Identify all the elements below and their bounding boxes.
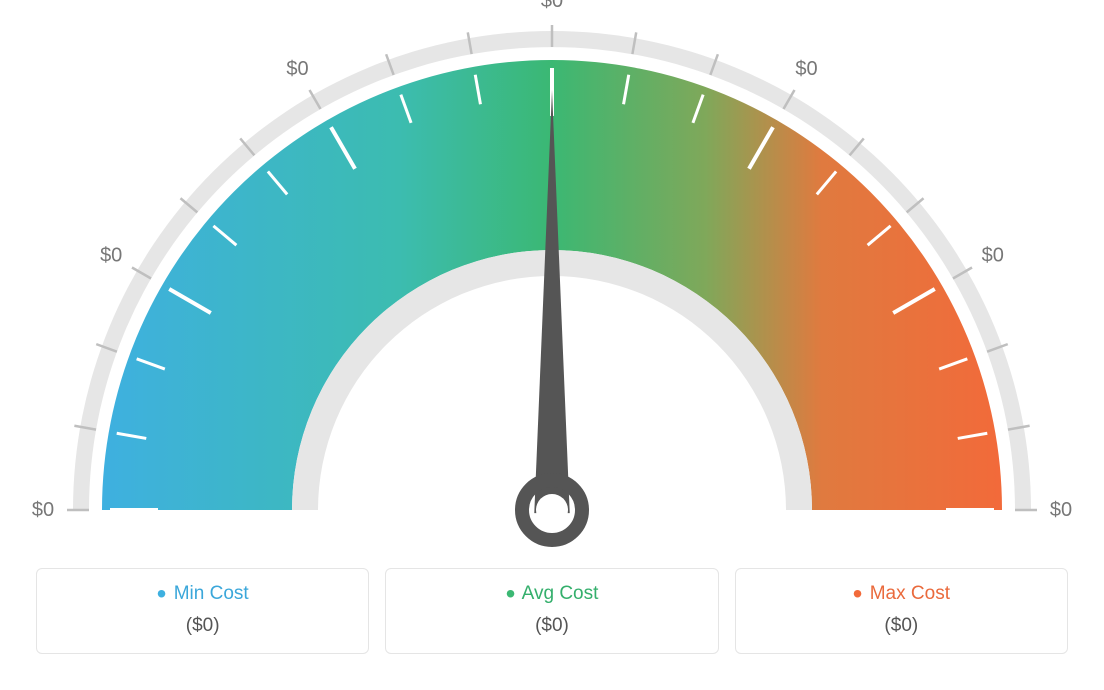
- svg-text:$0: $0: [32, 499, 54, 521]
- legend-label-avg: Avg Cost: [522, 583, 599, 604]
- legend-card-min: • Min Cost ($0): [36, 568, 369, 654]
- legend-row: • Min Cost ($0) • Avg Cost ($0) • Max Co…: [0, 568, 1104, 654]
- svg-text:$0: $0: [982, 245, 1004, 267]
- legend-title-avg: • Avg Cost: [396, 583, 707, 605]
- gauge-svg: $0 $0 $0 $0 $0 $0 $0: [0, 0, 1104, 560]
- legend-value-avg: ($0): [396, 615, 707, 637]
- legend-card-avg: • Avg Cost ($0): [385, 568, 718, 654]
- legend-dot-avg: •: [506, 578, 516, 609]
- svg-text:$0: $0: [1050, 499, 1072, 521]
- chart-container: $0 $0 $0 $0 $0 $0 $0 • Min Cost ($0) • Avg Cos…: [0, 0, 1104, 690]
- svg-text:$0: $0: [795, 58, 817, 80]
- legend-label-min: Min Cost: [174, 583, 249, 604]
- legend-dot-min: •: [157, 578, 167, 609]
- svg-text:$0: $0: [541, 0, 563, 12]
- legend-label-max: Max Cost: [870, 583, 950, 604]
- svg-text:$0: $0: [100, 245, 122, 267]
- legend-value-min: ($0): [47, 615, 358, 637]
- legend-card-max: • Max Cost ($0): [735, 568, 1068, 654]
- gauge-area: $0 $0 $0 $0 $0 $0 $0: [0, 0, 1104, 560]
- legend-title-min: • Min Cost: [47, 583, 358, 605]
- legend-title-max: • Max Cost: [746, 583, 1057, 605]
- legend-dot-max: •: [853, 578, 863, 609]
- legend-value-max: ($0): [746, 615, 1057, 637]
- svg-text:$0: $0: [286, 58, 308, 80]
